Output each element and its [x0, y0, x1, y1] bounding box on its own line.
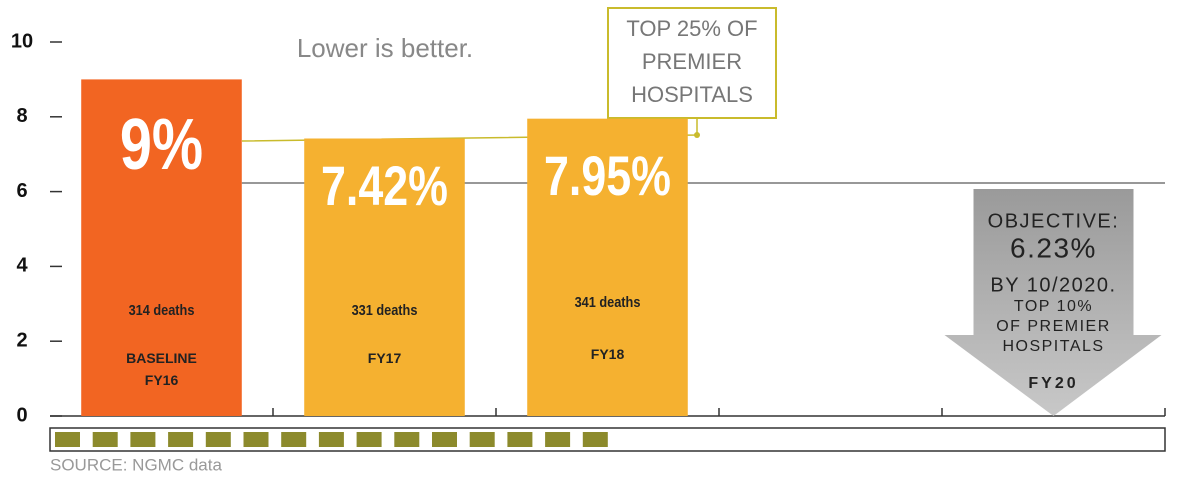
value-label: 9%: [120, 104, 203, 185]
category-wrap: FY18: [590, 346, 625, 362]
x-tick-label: FY18: [590, 346, 625, 362]
progress-square: [130, 432, 156, 447]
progress-square: [507, 432, 533, 447]
callout-text: TOP 25% OF: [626, 16, 757, 41]
progress-square: [545, 432, 571, 447]
progress-square: [205, 432, 231, 447]
value-label: 7.42%: [321, 154, 448, 217]
bar: [81, 79, 242, 417]
objective-text: BY 10/2020.: [990, 274, 1116, 296]
progress-square: [582, 432, 608, 447]
category-wrap: FY17: [367, 350, 402, 366]
progress-square: [318, 432, 344, 447]
annotation: Lower is better.: [297, 33, 473, 63]
value-label: 7.95%: [544, 144, 671, 207]
source: SOURCE: NGMC data: [50, 455, 222, 474]
bar-note: 331 deaths: [352, 301, 418, 318]
callout-text: HOSPITALS: [631, 82, 753, 107]
y-tick-label: 0: [16, 404, 27, 426]
y-tick-label: 4: [16, 255, 28, 277]
callout-text: PREMIER: [642, 49, 742, 74]
objective-text: 6.23%: [1010, 232, 1097, 263]
progress-square: [469, 432, 495, 447]
progress-frame: [49, 427, 1166, 452]
progress-square: [243, 432, 269, 447]
bar-note: 314 deaths: [129, 301, 195, 318]
progress-square: [394, 432, 420, 447]
progress-square: [168, 432, 194, 447]
objective-text: OBJECTIVE:: [988, 210, 1120, 232]
progress-square: [356, 432, 382, 447]
objective-text: HOSPITALS: [1002, 338, 1104, 355]
progress-square: [432, 432, 457, 447]
progress-square: [55, 432, 80, 447]
x-tick-label: FY17: [367, 350, 402, 366]
progress: [55, 432, 608, 447]
y-tick-label: 10: [11, 30, 33, 52]
objective-arrow: [944, 188, 1162, 416]
category-wrap: BASELINE FY16: [126, 350, 197, 388]
callout-box: [607, 7, 777, 119]
progress-square: [281, 432, 307, 447]
callout-dot: [694, 132, 700, 138]
x-tick-label: BASELINE FY16: [126, 350, 197, 388]
bar: [527, 118, 688, 417]
x-tick-label: FY20: [1028, 375, 1078, 392]
y-tick-label: 8: [16, 105, 27, 127]
progress-square: [92, 432, 118, 447]
y-tick-label: 2: [16, 329, 27, 351]
objective-text: TOP 10%: [1014, 298, 1093, 315]
bar-note: 341 deaths: [575, 293, 641, 310]
y-tick-label: 6: [16, 180, 27, 202]
objective-text: OF PREMIER: [996, 318, 1111, 335]
bar: [304, 138, 465, 416]
